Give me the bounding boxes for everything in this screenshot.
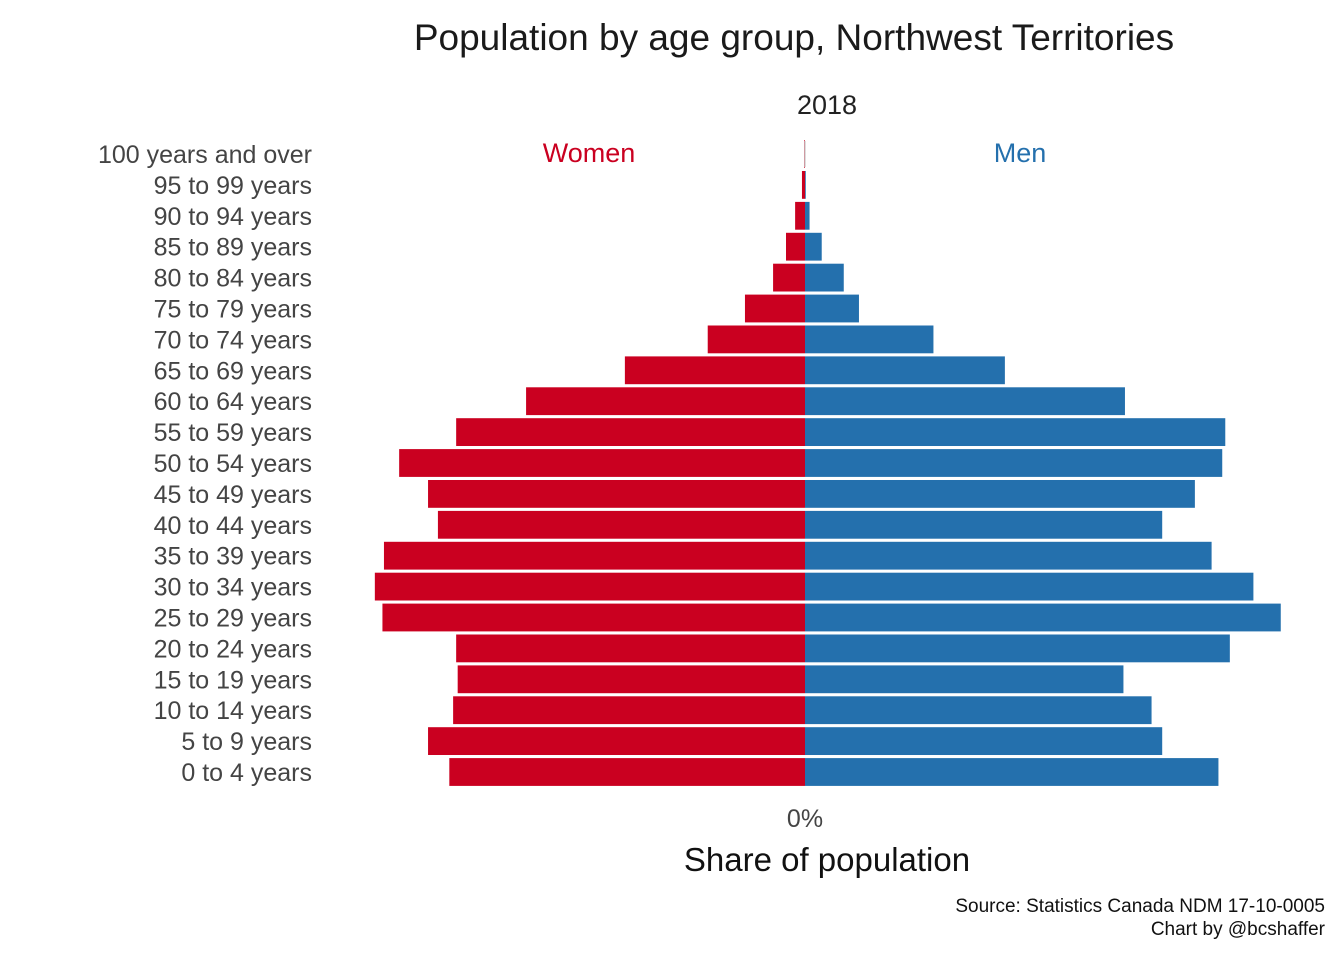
caption-credit: Chart by @bcshaffer bbox=[1151, 919, 1326, 940]
y-tick-label: 75 to 79 years bbox=[154, 296, 312, 324]
chart-subtitle: 2018 bbox=[797, 90, 857, 120]
bar-men-12 bbox=[805, 387, 1125, 416]
x-axis-label: Share of population bbox=[684, 841, 970, 878]
y-tick-label: 45 to 49 years bbox=[154, 481, 312, 509]
y-tick-label: 25 to 29 years bbox=[154, 605, 312, 633]
bar-men-11 bbox=[805, 418, 1226, 447]
bar-women-13 bbox=[624, 356, 805, 385]
bar-women-17 bbox=[786, 232, 805, 261]
y-tick-label: 95 to 99 years bbox=[154, 172, 312, 200]
bar-women-8 bbox=[437, 510, 805, 539]
bar-men-2 bbox=[805, 696, 1152, 725]
y-tick-label: 10 to 14 years bbox=[154, 697, 312, 725]
bar-women-1 bbox=[428, 727, 805, 756]
bar-women-7 bbox=[383, 541, 805, 570]
bar-women-12 bbox=[526, 387, 805, 416]
bar-men-1 bbox=[805, 727, 1163, 756]
bar-men-8 bbox=[805, 510, 1163, 539]
y-tick-label: 50 to 54 years bbox=[154, 450, 312, 478]
bar-men-19 bbox=[805, 170, 806, 199]
y-tick-label: 0 to 4 years bbox=[181, 759, 312, 787]
y-tick-label: 5 to 9 years bbox=[181, 728, 312, 756]
bar-men-10 bbox=[805, 449, 1223, 477]
y-tick-label: 30 to 34 years bbox=[154, 574, 312, 602]
bar-women-10 bbox=[399, 449, 805, 477]
bar-men-0 bbox=[805, 758, 1219, 786]
bar-women-5 bbox=[382, 603, 805, 632]
bar-women-18 bbox=[795, 201, 805, 230]
bar-men-3 bbox=[805, 665, 1124, 694]
y-tick-label: 70 to 74 years bbox=[154, 326, 312, 354]
caption-source: Source: Statistics Canada NDM 17-10-0005 bbox=[955, 896, 1325, 917]
bar-women-6 bbox=[374, 572, 805, 601]
legend-men-label: Men bbox=[994, 138, 1047, 168]
y-tick-label: 20 to 24 years bbox=[154, 635, 312, 663]
y-tick-label: 65 to 69 years bbox=[154, 357, 312, 385]
bar-women-9 bbox=[428, 479, 805, 508]
bar-women-19 bbox=[801, 170, 805, 199]
y-tick-label: 80 to 84 years bbox=[154, 265, 312, 293]
y-tick-label: 90 to 94 years bbox=[154, 203, 312, 231]
bar-men-13 bbox=[805, 356, 1005, 385]
legend-women-label: Women bbox=[543, 138, 636, 168]
bar-men-9 bbox=[805, 479, 1195, 508]
bar-women-16 bbox=[773, 263, 805, 292]
y-tick-label: 40 to 44 years bbox=[154, 512, 312, 540]
bar-women-3 bbox=[457, 665, 805, 694]
bar-men-4 bbox=[805, 634, 1230, 663]
y-tick-label: 100 years and over bbox=[98, 141, 312, 169]
bar-men-17 bbox=[805, 232, 822, 261]
y-tick-label: 55 to 59 years bbox=[154, 419, 312, 447]
bar-men-14 bbox=[805, 325, 934, 354]
bars bbox=[374, 140, 1281, 786]
bar-women-4 bbox=[456, 634, 805, 663]
y-tick-label: 15 to 19 years bbox=[154, 666, 312, 694]
y-tick-label: 60 to 64 years bbox=[154, 388, 312, 416]
y-tick-label: 35 to 39 years bbox=[154, 543, 312, 571]
bar-men-5 bbox=[805, 603, 1281, 632]
x-tick-label-0: 0% bbox=[787, 805, 823, 833]
y-tick-label: 85 to 89 years bbox=[154, 234, 312, 262]
chart-title: Population by age group, Northwest Terri… bbox=[414, 17, 1174, 58]
bar-men-7 bbox=[805, 541, 1212, 570]
bar-women-2 bbox=[453, 696, 805, 725]
bar-men-15 bbox=[805, 294, 859, 323]
bar-men-16 bbox=[805, 263, 844, 292]
y-axis-tick-labels: 0 to 4 years 5 to 9 years 10 to 14 years 15… bbox=[98, 141, 312, 787]
bar-men-18 bbox=[805, 201, 810, 230]
bar-women-11 bbox=[456, 418, 805, 447]
bar-women-15 bbox=[744, 294, 805, 323]
bar-women-0 bbox=[449, 758, 805, 786]
bar-men-6 bbox=[805, 572, 1254, 601]
bar-women-14 bbox=[707, 325, 805, 354]
